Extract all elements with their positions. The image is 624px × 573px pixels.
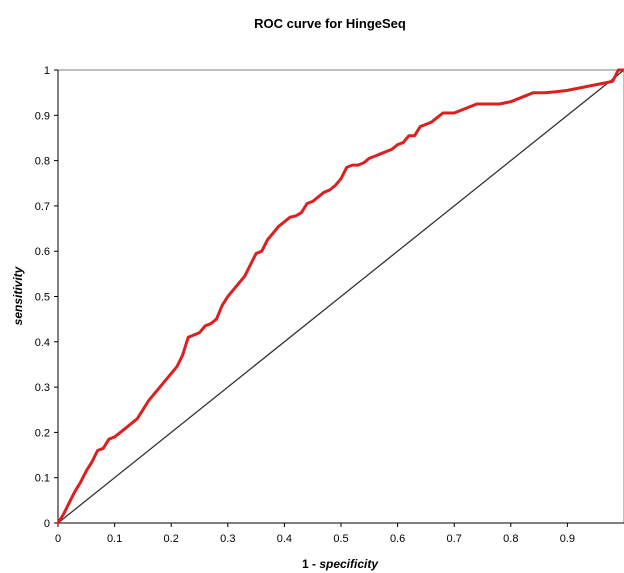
y-tick-label: 0.7 <box>35 201 50 213</box>
y-tick-label: 0.1 <box>35 473 50 485</box>
x-tick-label: 0.4 <box>277 533 292 545</box>
y-tick-label: 0.2 <box>35 427 50 439</box>
x-tick-label: 0.3 <box>220 533 235 545</box>
x-tick-label: 0.5 <box>333 533 348 545</box>
y-tick-label: 0.6 <box>35 246 50 258</box>
roc-curve-line <box>56 68 624 525</box>
x-tick-label: 0.2 <box>164 533 179 545</box>
x-tick-label: 0 <box>55 533 61 545</box>
y-tick-label: 0.5 <box>35 292 50 304</box>
y-tick-label: 0 <box>44 518 50 530</box>
x-axis-label-emph: specificity <box>319 557 379 571</box>
x-tick-group: 0 0.1 0.2 0.3 0.4 0.5 0.6 0.7 0.8 0.9 <box>55 523 575 545</box>
x-tick-label: 0.6 <box>390 533 405 545</box>
x-tick-label: 0.8 <box>503 533 518 545</box>
y-tick-label: 0.9 <box>35 110 50 122</box>
chart-title: ROC curve for HingeSeq <box>254 16 406 31</box>
y-tick-label: 0.3 <box>35 382 50 394</box>
x-tick-label: 0.7 <box>447 533 462 545</box>
x-tick-label: 0.1 <box>107 533 122 545</box>
series-layer <box>56 68 624 525</box>
x-axis-label-prefix: 1 - <box>302 557 319 571</box>
y-tick-group: 0 0.1 0.2 0.3 0.4 0.5 0.6 0.7 0.8 0.9 1 <box>35 65 58 530</box>
y-tick-label: 0.4 <box>35 337 50 349</box>
y-axis-label: sensitivity <box>11 265 25 325</box>
diagonal-reference-line <box>57 69 624 524</box>
y-tick-label: 0.8 <box>35 156 50 168</box>
x-tick-label: 0.9 <box>560 533 575 545</box>
y-tick-label: 1 <box>44 65 50 77</box>
x-axis-label: 1 - specificity <box>302 557 379 571</box>
